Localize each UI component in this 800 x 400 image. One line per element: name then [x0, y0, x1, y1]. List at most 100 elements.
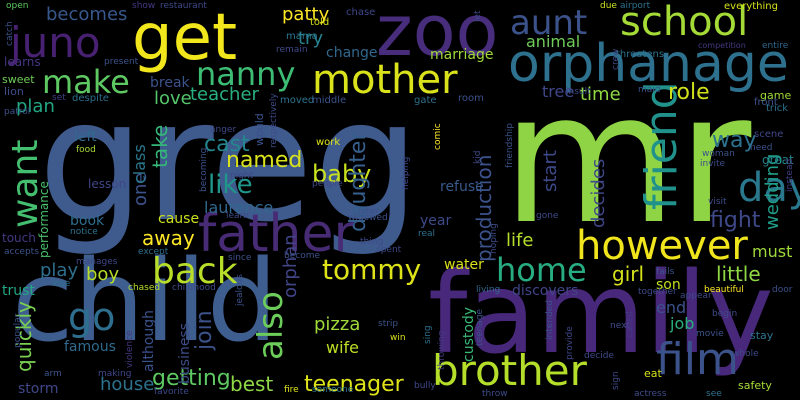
- word-cloud-word: safety: [738, 379, 772, 392]
- word-cloud-word: little: [716, 262, 761, 286]
- word-cloud-word: entire: [762, 41, 789, 51]
- word-cloud-word: water: [444, 257, 484, 273]
- word-cloud-word: greg: [38, 63, 421, 259]
- word-cloud-word: eat: [644, 367, 662, 380]
- word-cloud-word: class: [130, 144, 149, 184]
- word-cloud-word: sing: [423, 325, 433, 344]
- word-cloud-word: airport: [620, 1, 651, 11]
- word-cloud-word: discovers: [512, 283, 579, 299]
- word-cloud-word: arm: [44, 369, 62, 379]
- word-cloud-word: night: [230, 171, 254, 181]
- word-cloud-word: learn: [226, 211, 249, 221]
- word-cloud-word: job: [670, 314, 695, 333]
- word-cloud-word: however: [576, 223, 748, 269]
- word-cloud-word: refuse: [440, 179, 484, 195]
- word-cloud-word: would: [253, 113, 266, 146]
- word-cloud-word: throw: [482, 389, 508, 399]
- word-cloud-word: teenager: [304, 372, 404, 397]
- word-cloud-word: open: [6, 1, 29, 11]
- word-cloud-word: also: [251, 291, 291, 360]
- word-cloud-word: left: [74, 129, 97, 145]
- word-cloud-word: whole: [732, 349, 759, 359]
- word-cloud-word: lion: [4, 85, 24, 98]
- word-cloud-word: pizza: [314, 314, 361, 335]
- word-cloud-word: show: [132, 1, 156, 11]
- word-cloud-word: performance: [37, 181, 51, 258]
- word-cloud-word: room: [458, 93, 484, 104]
- word-cloud-word: door: [772, 285, 793, 295]
- word-cloud-word: make: [42, 63, 130, 101]
- word-cloud-word: notice: [70, 227, 98, 237]
- word-cloud-word: although: [141, 309, 157, 372]
- word-cloud-word: away: [142, 226, 195, 250]
- word-cloud-word: patty: [282, 4, 330, 25]
- word-cloud-word: son: [656, 277, 681, 293]
- word-cloud-word: back: [152, 251, 238, 292]
- word-cloud-word: work: [316, 137, 341, 148]
- word-cloud-word: business: [177, 322, 193, 384]
- word-cloud-word: girl: [612, 262, 645, 286]
- word-cloud-word: love: [154, 88, 192, 109]
- word-cloud-word: plan: [16, 96, 55, 117]
- word-cloud-word: cause: [158, 211, 200, 227]
- word-cloud-word: best: [230, 372, 274, 396]
- word-cloud-word: together: [638, 287, 677, 297]
- word-cloud-word: fight: [710, 208, 761, 233]
- word-cloud-word: called: [625, 311, 635, 338]
- word-cloud-word: catch: [5, 21, 15, 46]
- word-cloud-word: beautiful: [704, 285, 744, 295]
- word-cloud-word: food: [76, 145, 96, 155]
- word-cloud-word: jealous: [235, 274, 245, 306]
- word-cloud-word: making: [98, 369, 132, 379]
- word-cloud-word: try: [298, 28, 324, 49]
- word-cloud-word: living: [476, 285, 501, 295]
- word-cloud-word: trust: [2, 283, 35, 299]
- word-cloud-word: crew: [611, 48, 621, 70]
- word-cloud-word: year: [420, 213, 452, 229]
- word-cloud-word: set: [52, 93, 66, 103]
- word-cloud-word: later: [358, 207, 379, 217]
- word-cloud-word: play: [40, 260, 79, 281]
- word-cloud-word: change: [326, 45, 378, 61]
- word-cloud-word: spent: [376, 245, 402, 255]
- word-cloud-word: win: [390, 333, 406, 343]
- word-cloud-word: provide: [565, 326, 575, 360]
- word-cloud-word: maid: [638, 85, 661, 95]
- word-cloud-word: mother: [312, 57, 458, 103]
- word-cloud-word: teacher: [190, 84, 259, 105]
- word-cloud-word: custody: [461, 306, 477, 362]
- word-cloud-word: front: [754, 97, 778, 108]
- word-cloud-word: time: [580, 84, 621, 105]
- word-cloud-word: real: [418, 229, 436, 239]
- word-cloud-word: due: [600, 1, 617, 11]
- word-cloud-word: famous: [64, 339, 116, 355]
- word-cloud-word: insult: [566, 87, 591, 97]
- word-cloud-word: patrol: [4, 107, 31, 117]
- word-cloud-word: scene: [754, 129, 784, 140]
- word-cloud-word: favorite: [154, 387, 189, 397]
- word-cloud-word: remain: [276, 45, 308, 55]
- word-cloud-word: tree: [542, 82, 575, 101]
- word-cloud-word: sweet: [2, 73, 35, 86]
- word-cloud-word: restaurant: [160, 1, 207, 11]
- word-cloud-word: people: [312, 179, 343, 189]
- word-cloud-word: competition: [698, 41, 746, 50]
- word-cloud-word: chase: [346, 7, 376, 18]
- word-cloud-word: becoming: [199, 147, 209, 192]
- word-cloud-word: someone: [312, 385, 354, 395]
- word-cloud-word: trick: [766, 103, 789, 114]
- word-cloud-word: let: [473, 10, 483, 22]
- word-cloud-word: told: [310, 17, 330, 28]
- word-cloud-word: mr: [502, 55, 752, 264]
- word-cloud-word: next: [610, 321, 630, 331]
- word-cloud-word: take: [148, 124, 172, 168]
- word-cloud-word: moved: [280, 95, 315, 106]
- word-cloud-word: life: [506, 230, 534, 251]
- word-cloud-word: actress: [634, 389, 667, 399]
- word-cloud-word: teenage: [475, 308, 485, 346]
- word-cloud-word: movie: [696, 329, 724, 339]
- word-cloud-word: become: [284, 251, 321, 261]
- word-cloud-word: boy: [86, 264, 120, 285]
- word-cloud-word: see: [706, 389, 722, 399]
- word-cloud-word: begin: [712, 309, 738, 319]
